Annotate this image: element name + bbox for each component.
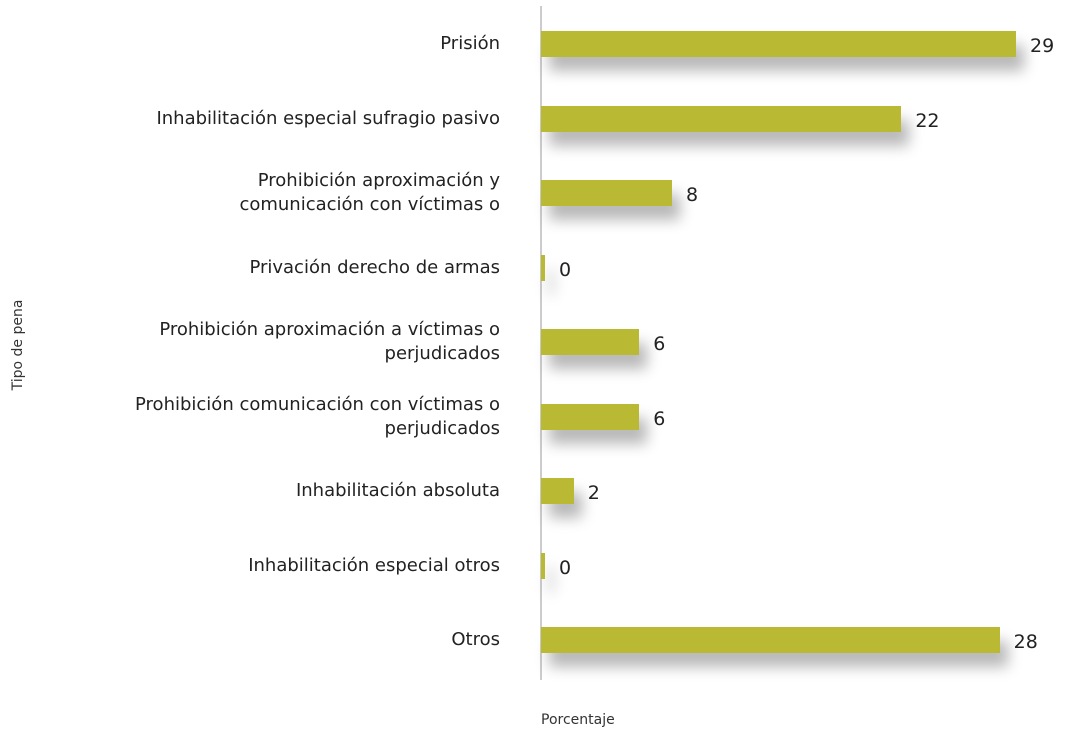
- y-tick-label: Prohibición comunicación con víctimas o …: [135, 393, 500, 439]
- bar: [541, 552, 545, 579]
- data-label: 8: [686, 184, 699, 206]
- data-label: 2: [587, 482, 600, 504]
- y-tick-label: Privación derecho de armas: [249, 256, 500, 278]
- data-label: 28: [1013, 631, 1038, 653]
- y-tick-label: Otros: [451, 629, 500, 650]
- bar: [541, 180, 673, 206]
- bar: [541, 254, 545, 281]
- y-tick-label: Prisión: [440, 33, 500, 54]
- y-tick-label: Inhabilitación especial otros: [248, 554, 500, 576]
- data-label: 6: [653, 407, 666, 430]
- bar: [541, 105, 902, 132]
- y-axis-label: Tipo de pena: [10, 299, 26, 391]
- bar: [541, 31, 1016, 57]
- bar: [541, 627, 1000, 653]
- x-axis-label: Porcentaje: [541, 712, 615, 728]
- data-label: 0: [559, 556, 572, 579]
- data-label: 6: [653, 333, 666, 355]
- data-label: 0: [559, 258, 572, 281]
- y-tick-label: Prohibición aproximación y comunicación …: [239, 170, 500, 215]
- bar: [541, 403, 640, 430]
- data-label: 29: [1030, 35, 1055, 57]
- y-tick-label: Inhabilitación especial sufragio pasivo: [156, 107, 500, 129]
- y-tick-label: Inhabilitación absoluta: [295, 480, 500, 501]
- bar: [541, 478, 574, 504]
- y-tick-label: Prohibición aproximación a víctimas o pe…: [159, 319, 500, 364]
- bar: [541, 329, 640, 355]
- data-label: 22: [915, 109, 940, 132]
